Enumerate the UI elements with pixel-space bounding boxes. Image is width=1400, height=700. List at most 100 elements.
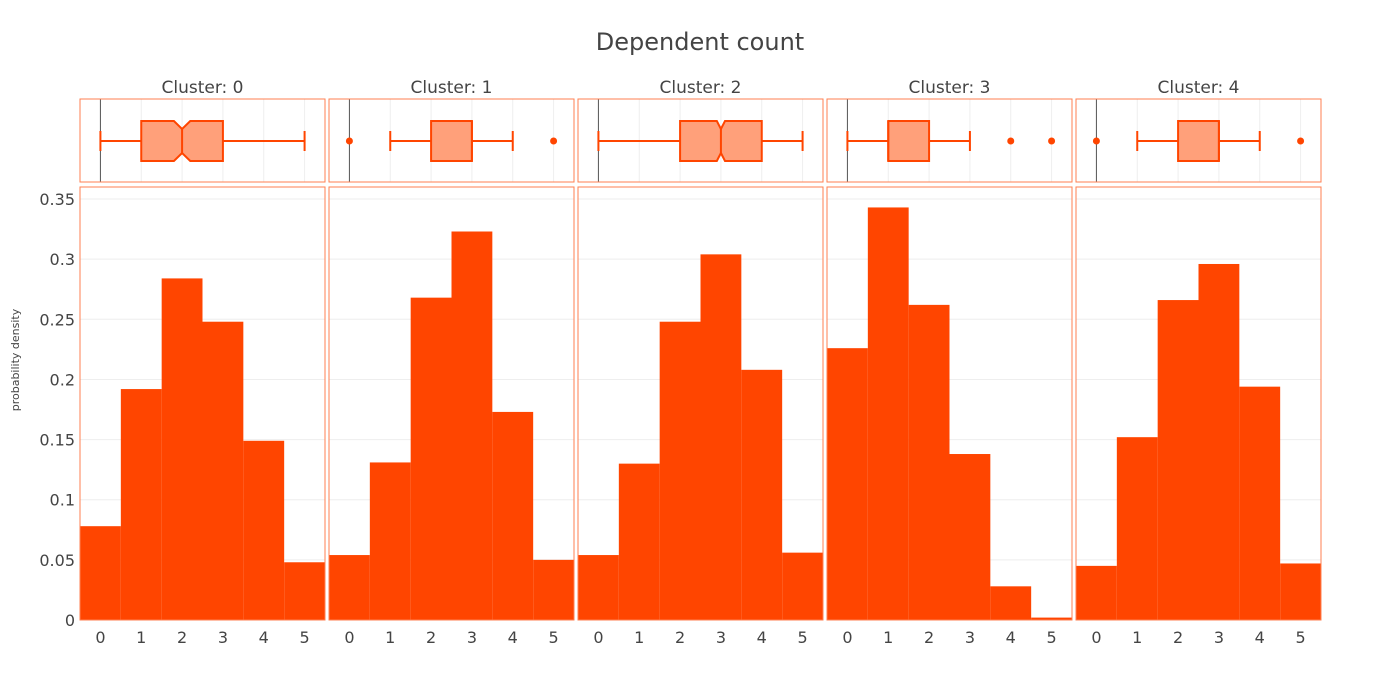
x-tick-label: 1 xyxy=(634,628,644,647)
cluster-panel-3: Cluster: 3 0 1 2 3 4 5 xyxy=(826,78,1073,647)
x-tick-label: 3 xyxy=(716,628,726,647)
panels-group: 0 0.05 0.1 0.15 0.2 0.25 0.3 0.35 Cluster: 0 0 1 2 3… xyxy=(39,78,1322,647)
box-panel-frame xyxy=(577,98,824,183)
x-tick-label: 4 xyxy=(757,628,767,647)
x-tick-label: 2 xyxy=(924,628,934,647)
box-outlier-point xyxy=(550,137,558,145)
cluster-panel-4: Cluster: 4 0 1 2 3 4 5 xyxy=(1075,78,1322,647)
cluster-title: Cluster: 0 xyxy=(162,78,244,98)
hist-panel-frame xyxy=(826,186,1073,621)
hist-bar xyxy=(1116,437,1158,620)
box-panel-frame xyxy=(1075,98,1322,183)
x-tick-label: 3 xyxy=(1214,628,1224,647)
x-tick-label: 5 xyxy=(797,628,807,647)
x-tick-label: 5 xyxy=(1295,628,1305,647)
hist-bar xyxy=(243,440,285,620)
y-tick-label: 0.1 xyxy=(50,491,75,510)
hist-bar xyxy=(908,304,950,620)
cluster-title: Cluster: 1 xyxy=(411,78,493,98)
box-body xyxy=(1177,120,1220,162)
hist-bar xyxy=(1280,563,1321,620)
x-tick-label: 0 xyxy=(95,628,105,647)
x-tick-label: 1 xyxy=(1132,628,1142,647)
hist-bar xyxy=(329,555,370,620)
x-tick-label: 5 xyxy=(1046,628,1056,647)
box-outlier-point xyxy=(1007,137,1015,145)
x-tick-label: 2 xyxy=(426,628,436,647)
x-tick-label: 3 xyxy=(218,628,228,647)
y-axis-label: probability density xyxy=(9,308,22,411)
hist-panel-frame xyxy=(328,186,575,621)
y-tick-label: 0.25 xyxy=(39,310,75,329)
x-tick-label: 4 xyxy=(1255,628,1265,647)
x-tick-label: 3 xyxy=(467,628,477,647)
box-body xyxy=(430,120,473,162)
hist-bar xyxy=(284,562,325,620)
hist-bar xyxy=(827,348,868,620)
cluster-panel-0: Cluster: 0 0 1 2 3 4 5 xyxy=(79,78,326,647)
x-tick-label: 2 xyxy=(675,628,685,647)
x-tick-label: 0 xyxy=(593,628,603,647)
hist-bar xyxy=(451,231,493,620)
hist-bar xyxy=(369,462,411,620)
box-panel-frame xyxy=(826,98,1073,183)
box-outlier-point xyxy=(345,137,353,145)
hist-bar xyxy=(867,207,909,621)
y-tick-label: 0 xyxy=(65,611,75,630)
hist-bar xyxy=(120,389,162,620)
x-tick-label: 1 xyxy=(385,628,395,647)
box-outlier-point xyxy=(1297,137,1305,145)
hist-bar xyxy=(990,586,1032,620)
x-tick-label: 2 xyxy=(177,628,187,647)
x-tick-label: 3 xyxy=(965,628,975,647)
cluster-panel-1: Cluster: 1 0 1 2 3 4 5 xyxy=(328,78,575,647)
y-tick-label: 0.15 xyxy=(39,431,75,450)
hist-bar xyxy=(1198,263,1240,620)
x-tick-label: 5 xyxy=(548,628,558,647)
hist-bar xyxy=(1076,565,1117,620)
box-body xyxy=(887,120,931,162)
x-tick-label: 5 xyxy=(299,628,309,647)
x-tick-label: 2 xyxy=(1173,628,1183,647)
hist-bar xyxy=(1157,300,1199,620)
x-tick-label: 4 xyxy=(508,628,518,647)
hist-bar xyxy=(700,254,742,620)
hist-bar xyxy=(741,369,783,620)
hist-bar xyxy=(1239,386,1281,620)
cluster-title: Cluster: 2 xyxy=(660,78,742,98)
hist-bar xyxy=(949,454,991,620)
hist-bar xyxy=(578,555,619,620)
hist-bar xyxy=(782,552,823,620)
y-tick-label: 0.3 xyxy=(50,250,75,269)
hist-panel-frame xyxy=(79,186,326,621)
x-tick-label: 0 xyxy=(344,628,354,647)
hist-bar xyxy=(80,526,121,620)
hist-bar xyxy=(202,321,244,620)
hist-bar xyxy=(618,463,660,620)
y-tick-label: 0.35 xyxy=(39,190,75,209)
chart-title: Dependent count xyxy=(596,28,804,56)
hist-bar xyxy=(659,321,701,620)
box-outlier-point xyxy=(1092,137,1100,145)
hist-bar xyxy=(492,411,534,620)
x-tick-label: 1 xyxy=(136,628,146,647)
x-tick-label: 0 xyxy=(842,628,852,647)
cluster-title: Cluster: 4 xyxy=(1158,78,1240,98)
x-tick-label: 1 xyxy=(883,628,893,647)
x-tick-label: 0 xyxy=(1091,628,1101,647)
y-tick-label: 0.2 xyxy=(50,370,75,389)
cluster-title: Cluster: 3 xyxy=(909,78,991,98)
box-outlier-point xyxy=(1048,137,1056,145)
box-panel-frame xyxy=(79,98,326,183)
x-tick-label: 4 xyxy=(1006,628,1016,647)
box-panel-frame xyxy=(328,98,575,183)
hist-bar xyxy=(161,278,203,620)
hist-bar xyxy=(410,297,452,620)
hist-bar xyxy=(1031,617,1072,620)
hist-panel-frame xyxy=(577,186,824,621)
x-tick-label: 4 xyxy=(259,628,269,647)
y-tick-label: 0.05 xyxy=(39,551,75,570)
hist-panel-frame xyxy=(1075,186,1322,621)
cluster-panel-2: Cluster: 2 0 1 2 3 4 5 xyxy=(577,78,824,647)
